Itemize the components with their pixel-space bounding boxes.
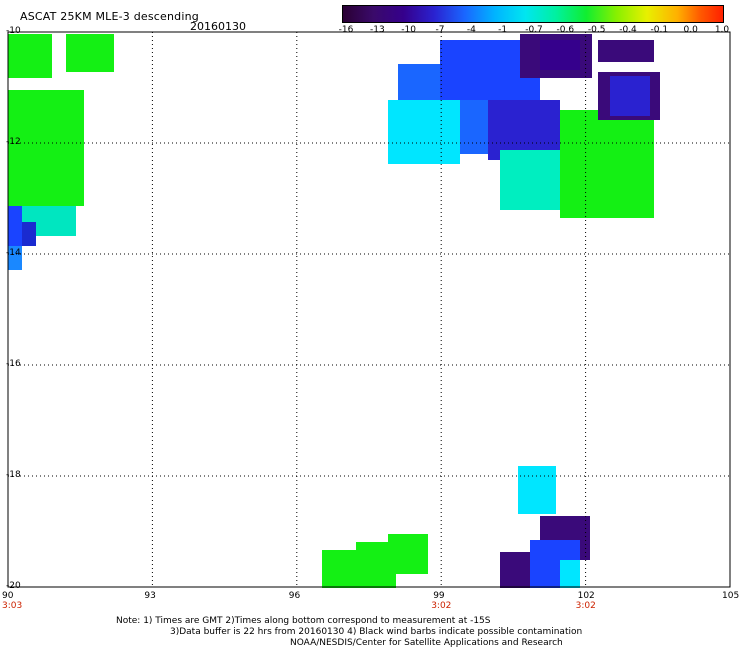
lat-label-2: -14 <box>6 248 21 258</box>
map-date: 20160130 <box>190 20 246 33</box>
footer-credit: NOAA/NESDIS/Center for Satellite Applica… <box>290 638 563 648</box>
map-title: ASCAT 25KM MLE-3 descending <box>20 10 199 23</box>
lat-label-5: -20 <box>6 581 21 591</box>
color-scale-bar <box>342 5 724 23</box>
color-scale-tick-4: -4 <box>466 25 476 35</box>
plot-frame <box>7 31 731 588</box>
color-scale-tick-10: -0.1 <box>650 25 669 35</box>
footer-note-line2: 3)Data buffer is 22 hrs from 20160130 4)… <box>170 627 583 637</box>
color-scale-tick-6: -0.7 <box>525 25 543 35</box>
swath-blocks <box>8 34 660 588</box>
lon-label-4: 102 <box>577 591 595 601</box>
lon-label-3: 99 <box>433 591 445 601</box>
lon-label-5: 105 <box>722 591 740 601</box>
color-scale-tick-3: -7 <box>435 25 445 35</box>
time-label-2: 3:02 <box>575 601 596 611</box>
lat-label-0: -10 <box>6 26 21 36</box>
color-scale-tick-1: -13 <box>369 25 385 35</box>
lon-label-0: 90 <box>2 591 14 601</box>
time-label-0: 3:03 <box>2 601 23 611</box>
color-scale-tick-9: -0.4 <box>619 25 637 35</box>
lon-label-2: 96 <box>288 591 301 601</box>
color-scale-tick-0: -16 <box>338 25 354 35</box>
color-scale-tick-12: 1.0 <box>714 25 730 35</box>
lat-label-4: -18 <box>6 470 21 480</box>
color-scale-tick-7: -0.6 <box>556 25 575 35</box>
lon-label-1: 93 <box>144 591 156 601</box>
footer-note-line1: Note: 1) Times are GMT 2)Times along bot… <box>116 616 491 626</box>
color-scale-tick-2: -10 <box>401 25 417 35</box>
color-scale-tick-11: 0.0 <box>683 25 698 35</box>
lat-label-3: -16 <box>6 359 21 369</box>
lat-label-1: -12 <box>6 137 21 147</box>
time-label-1: 3:02 <box>431 601 452 611</box>
color-scale-tick-5: -1 <box>498 25 508 35</box>
color-scale-tick-8: -0.5 <box>587 25 606 35</box>
